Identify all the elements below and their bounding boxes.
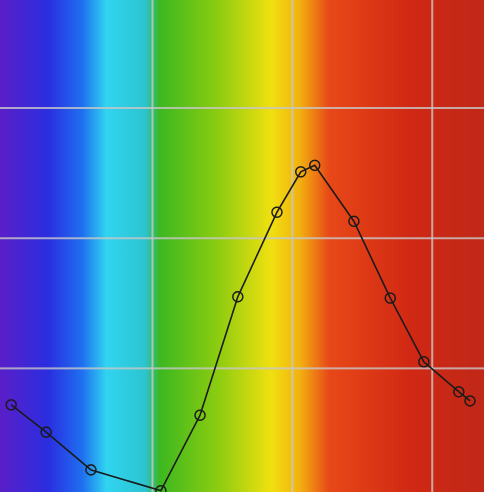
marker (309, 159, 321, 172)
marker (453, 386, 465, 398)
marker (271, 206, 283, 218)
marker (155, 484, 167, 492)
marker (418, 356, 430, 368)
marker (295, 166, 307, 178)
marker (232, 291, 244, 303)
marker (5, 399, 17, 411)
marker (348, 215, 360, 227)
marker (194, 409, 206, 421)
marker (40, 426, 52, 438)
marker (464, 395, 476, 407)
curve (10, 164, 471, 492)
marker (85, 464, 97, 476)
marker (384, 292, 396, 304)
